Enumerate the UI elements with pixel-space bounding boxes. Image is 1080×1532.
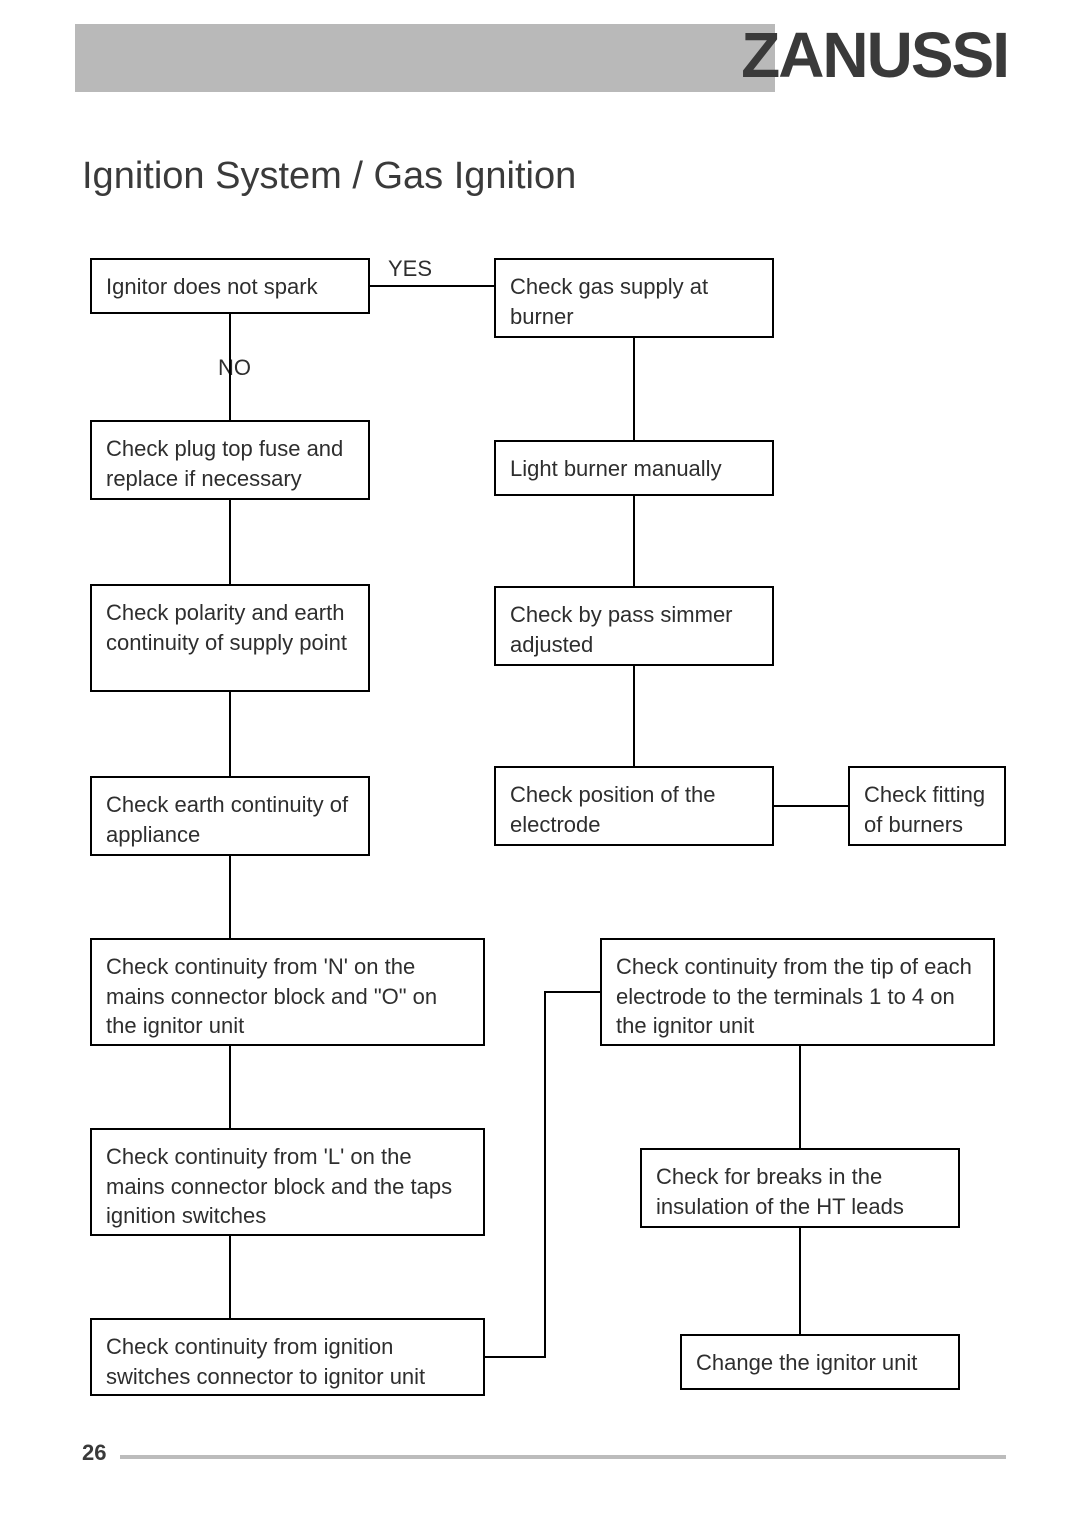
header-band: [75, 24, 775, 92]
node-check-ht-lead-insulation: Check for breaks in the insulation of th…: [640, 1148, 960, 1228]
node-text: Ignitor does not spark: [106, 272, 318, 302]
node-check-fitting-burners: Check fitting of burners: [848, 766, 1006, 846]
node-text: Check polarity and earth continuity of s…: [106, 598, 354, 657]
node-text: Check by pass simmer adjusted: [510, 600, 758, 659]
node-check-continuity-l: Check continuity from 'L' on the mains c…: [90, 1128, 485, 1236]
node-text: Check continuity from ignition switches …: [106, 1332, 469, 1391]
node-text: Check continuity from 'L' on the mains c…: [106, 1142, 469, 1231]
brand-logo: ZANUSSI: [741, 18, 1008, 92]
node-check-bypass-simmer: Check by pass simmer adjusted: [494, 586, 774, 666]
node-check-plug-top-fuse: Check plug top fuse and replace if neces…: [90, 420, 370, 500]
node-ignitor-does-not-spark: Ignitor does not spark: [90, 258, 370, 314]
node-check-continuity-switches: Check continuity from ignition switches …: [90, 1318, 485, 1396]
page-number: 26: [82, 1440, 106, 1466]
node-text: Check fitting of burners: [864, 780, 990, 839]
node-light-burner-manually: Light burner manually: [494, 440, 774, 496]
node-text: Check continuity from 'N' on the mains c…: [106, 952, 469, 1041]
node-text: Check plug top fuse and replace if neces…: [106, 434, 354, 493]
node-check-continuity-n: Check continuity from 'N' on the mains c…: [90, 938, 485, 1046]
node-text: Check continuity from the tip of each el…: [616, 952, 979, 1041]
edge-label-yes: YES: [388, 256, 432, 282]
page-title: Ignition System / Gas Ignition: [82, 155, 576, 198]
node-text: Light burner manually: [510, 454, 722, 484]
node-check-electrode-position: Check position of the electrode: [494, 766, 774, 846]
node-text: Check for breaks in the insulation of th…: [656, 1162, 944, 1221]
edge-label-no: NO: [218, 355, 251, 381]
node-text: Check gas supply at burner: [510, 272, 758, 331]
footer-line: [120, 1455, 1006, 1459]
node-check-electrode-tip-continuity: Check continuity from the tip of each el…: [600, 938, 995, 1046]
node-text: Check position of the electrode: [510, 780, 758, 839]
node-check-gas-supply: Check gas supply at burner: [494, 258, 774, 338]
node-check-polarity: Check polarity and earth continuity of s…: [90, 584, 370, 692]
node-text: Check earth continuity of appliance: [106, 790, 354, 849]
node-check-earth-continuity: Check earth continuity of appliance: [90, 776, 370, 856]
node-change-ignitor-unit: Change the ignitor unit: [680, 1334, 960, 1390]
node-text: Change the ignitor unit: [696, 1348, 917, 1378]
page-root: ZANUSSI Ignition System / Gas Ignition I…: [0, 0, 1080, 1532]
